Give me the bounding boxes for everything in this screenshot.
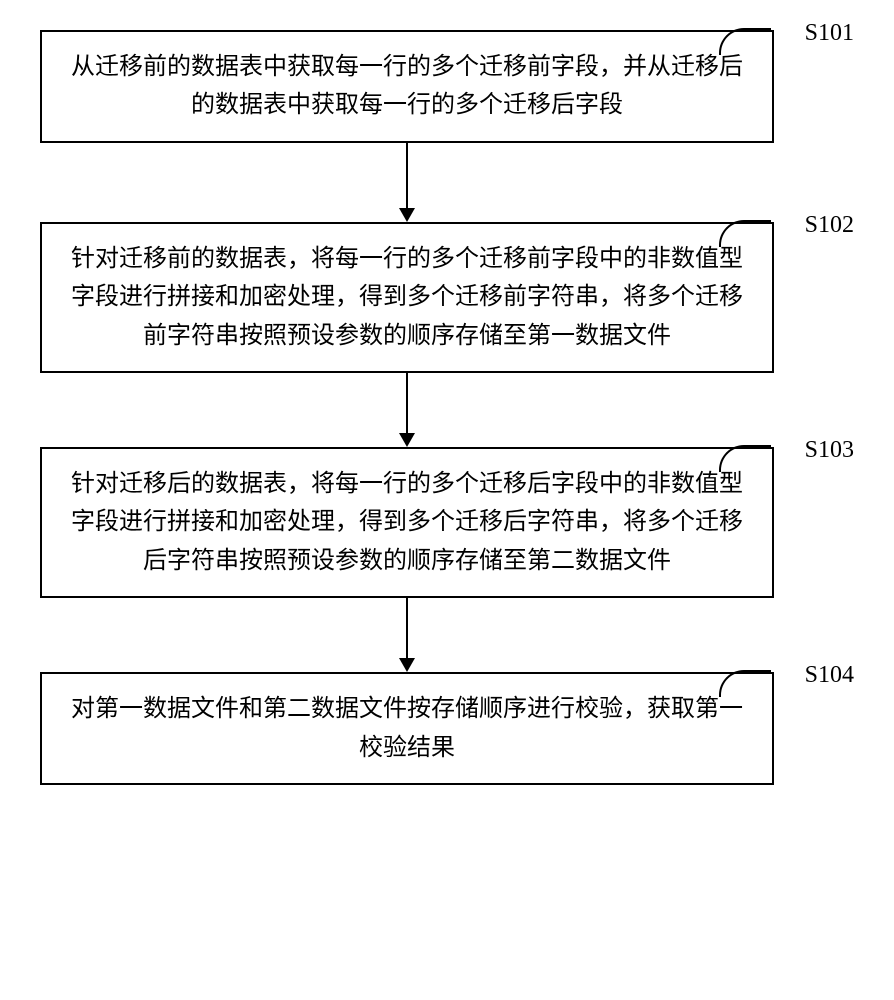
label-connector <box>759 212 809 242</box>
flowchart-step-box: 针对迁移前的数据表，将每一行的多个迁移前字段中的非数值型字段进行拼接和加密处理，… <box>40 222 774 373</box>
flowchart-step-box: 针对迁移后的数据表，将每一行的多个迁移后字段中的非数值型字段进行拼接和加密处理，… <box>40 447 774 598</box>
flowchart-step-box: 对第一数据文件和第二数据文件按存储顺序进行校验，获取第一校验结果 <box>40 672 774 785</box>
step-label: S101 <box>805 20 854 47</box>
step-row: 从迁移前的数据表中获取每一行的多个迁移前字段，并从迁移后的数据表中获取每一行的多… <box>40 30 854 143</box>
arrow-head-icon <box>399 658 415 672</box>
arrow-connector <box>399 143 415 222</box>
step-label: S104 <box>805 662 854 689</box>
arrow-connector <box>399 598 415 672</box>
label-connector <box>759 20 809 50</box>
arrow-head-icon <box>399 208 415 222</box>
label-connector <box>759 437 809 467</box>
label-connector <box>759 662 809 692</box>
step-label: S103 <box>805 437 854 464</box>
arrow-line <box>406 143 408 208</box>
arrow-line <box>406 373 408 433</box>
step-row: 对第一数据文件和第二数据文件按存储顺序进行校验，获取第一校验结果 S104 <box>40 672 854 785</box>
arrow-head-icon <box>399 433 415 447</box>
arrow-line <box>406 598 408 658</box>
step-row: 针对迁移前的数据表，将每一行的多个迁移前字段中的非数值型字段进行拼接和加密处理，… <box>40 222 854 373</box>
step-row: 针对迁移后的数据表，将每一行的多个迁移后字段中的非数值型字段进行拼接和加密处理，… <box>40 447 854 598</box>
arrow-connector <box>399 373 415 447</box>
step-label: S102 <box>805 212 854 239</box>
flowchart-step-box: 从迁移前的数据表中获取每一行的多个迁移前字段，并从迁移后的数据表中获取每一行的多… <box>40 30 774 143</box>
flowchart-container: 从迁移前的数据表中获取每一行的多个迁移前字段，并从迁移后的数据表中获取每一行的多… <box>40 30 854 785</box>
